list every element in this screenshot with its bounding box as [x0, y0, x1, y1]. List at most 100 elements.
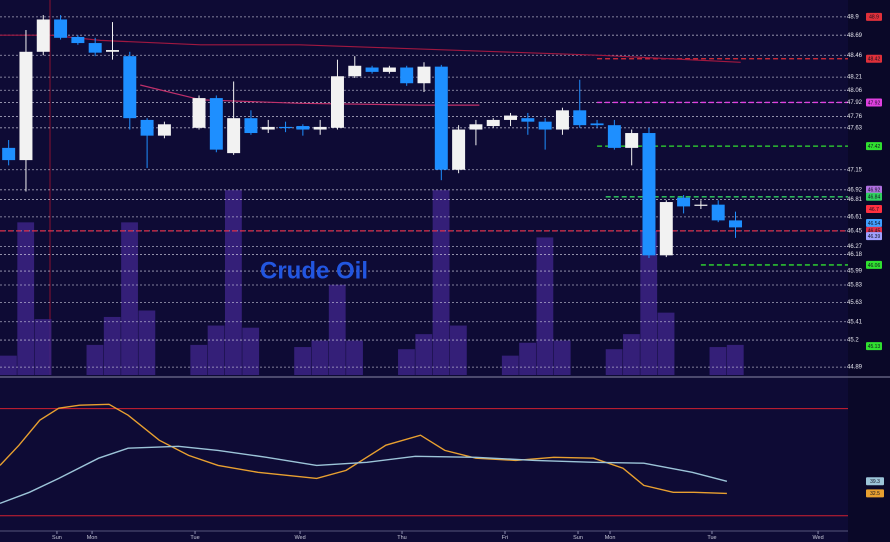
candle-body	[555, 110, 569, 130]
volume-bar	[328, 284, 346, 375]
level-tag	[866, 232, 882, 241]
candle-body	[642, 133, 656, 256]
x-tick-label: Mon	[87, 535, 98, 541]
candle-body	[417, 66, 431, 84]
volume-bar	[501, 355, 519, 375]
value-tag	[866, 477, 884, 486]
candle-body	[296, 126, 310, 130]
level-tag-label: 46.45	[868, 229, 881, 235]
level-tag-label: 46.92	[868, 188, 881, 194]
x-tick-label: Fri	[502, 535, 508, 541]
y-tick-label: 48.21	[847, 75, 863, 81]
candle-body	[106, 50, 119, 52]
volume-bar	[398, 349, 415, 375]
pane	[0, 15, 848, 375]
candle-body	[607, 125, 621, 148]
level-tag-label: 46.84	[868, 195, 881, 201]
volume-bar	[311, 340, 329, 375]
volume-bar	[86, 344, 104, 375]
y-tick-label: 46.45	[847, 228, 863, 234]
candle-body	[590, 123, 604, 126]
volume-bar	[138, 310, 156, 375]
x-tick-label: Wed	[294, 535, 305, 541]
candle-body	[244, 118, 258, 134]
level-tag	[866, 205, 882, 214]
pane	[0, 403, 848, 517]
y-tick-label: 47.15	[847, 167, 863, 173]
candle-body	[711, 204, 725, 221]
candle-body	[486, 119, 500, 127]
level-tag-label: 46.06	[868, 263, 881, 269]
x-tick-label: Wed	[812, 535, 823, 541]
candle-body	[521, 118, 535, 122]
y-tick-label: 45.41	[847, 319, 863, 325]
volume-bar	[190, 344, 208, 375]
volume-bar	[224, 190, 242, 375]
level-tag-label: 46.39	[868, 234, 881, 240]
candle-body	[504, 115, 518, 120]
y-tick-label: 46.61	[847, 214, 863, 220]
level-tag	[866, 260, 882, 269]
level-tag	[866, 342, 882, 351]
x-tick-label: Mon	[605, 535, 616, 541]
volume-bar	[536, 237, 554, 375]
level-tag-label: 48.9	[869, 15, 879, 21]
y-tick-label: 45.63	[847, 300, 863, 306]
candle-body	[19, 51, 33, 161]
volume-bar	[207, 325, 225, 375]
volume-bar	[449, 325, 467, 375]
level-tag	[866, 12, 882, 21]
candle-body	[157, 124, 171, 136]
level-tag	[866, 142, 882, 151]
candle-body	[140, 119, 154, 136]
candle-body	[625, 133, 639, 148]
candle-body	[694, 204, 708, 206]
candle-body	[209, 98, 223, 150]
x-tick-label: Tue	[707, 535, 716, 541]
volume-bar	[17, 222, 35, 375]
level-tag	[866, 54, 882, 63]
volume-bar	[0, 355, 17, 375]
volume-bar	[34, 319, 52, 375]
oscillator-line	[0, 445, 728, 505]
candle-body	[54, 19, 68, 38]
candle-body	[313, 126, 327, 130]
y-tick-label: 47.76	[847, 114, 863, 120]
level-tag-label: 45.13	[868, 344, 881, 350]
value-tag-label: 32.5	[870, 491, 880, 497]
volume-bar	[709, 347, 727, 375]
candle-body	[71, 36, 85, 44]
candle-body	[279, 126, 293, 129]
level-tag-label: 47.42	[868, 144, 881, 150]
y-tick-label: 48.46	[847, 53, 863, 59]
candle-body	[261, 126, 275, 130]
value-tag-label: 39.3	[870, 479, 880, 485]
volume-bar	[432, 190, 450, 375]
y-tick-label: 45.2	[847, 338, 859, 344]
chart-title: Crude Oil	[260, 257, 368, 284]
candle-body	[36, 19, 50, 52]
level-tag-label: 47.92	[868, 100, 881, 106]
level-tag-label: 46.7	[869, 207, 879, 213]
volume-bar	[605, 349, 623, 375]
candle-body	[469, 124, 483, 130]
y-tick-label: 47.92	[847, 100, 863, 106]
x-tick-label: Thu	[397, 535, 406, 541]
candle-body	[677, 197, 691, 207]
volume-bar	[103, 316, 121, 375]
volume-bar	[657, 312, 675, 375]
y-tick-label: 45.99	[847, 269, 863, 275]
candle-body	[729, 220, 742, 228]
oscillator-line	[0, 403, 727, 495]
candle-body	[400, 67, 414, 84]
candle-body	[330, 76, 344, 128]
candle-body	[659, 202, 673, 256]
volume-bar	[346, 340, 363, 375]
y-tick-label: 46.92	[847, 187, 863, 193]
value-tag	[866, 489, 884, 498]
volume-bar	[553, 340, 571, 375]
candle-body	[382, 67, 396, 72]
volume-bar	[415, 334, 433, 375]
volume-bar	[623, 334, 640, 375]
